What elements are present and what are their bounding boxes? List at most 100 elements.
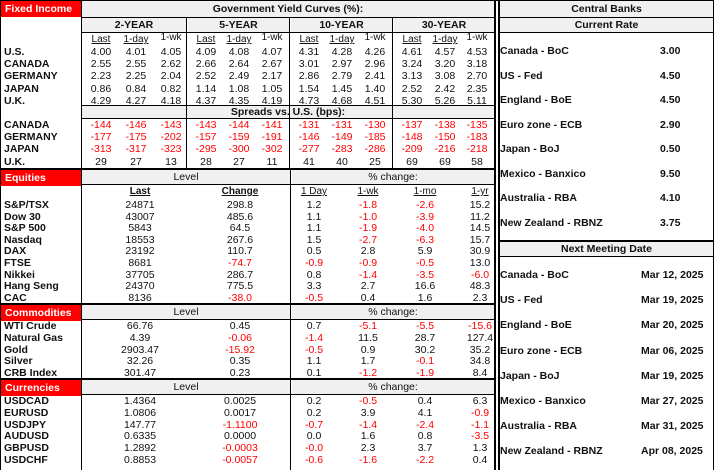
value-cell: -0.1	[415, 355, 435, 368]
yield-value: 4.19	[261, 94, 283, 107]
yield-value: 2.67	[261, 58, 283, 71]
meeting-date: Mar 27, 2025	[641, 395, 704, 407]
bank-name: New Zealand - RBNZ	[500, 216, 603, 229]
value-cell: 301.47	[123, 367, 157, 380]
spread-value: -183	[466, 131, 488, 144]
equities-pct-header: % change:	[292, 170, 494, 184]
value-cell: -0.0003	[222, 442, 258, 455]
row-label: Silver	[4, 355, 33, 368]
value-cell: 34.8	[469, 355, 491, 368]
yield-value: 5.26	[434, 94, 456, 107]
yield-value: 3.20	[434, 58, 456, 71]
value-cell: -0.5	[304, 343, 324, 356]
value-cell: -1.9	[415, 367, 435, 380]
row-label: DAX	[4, 245, 27, 258]
value-cell: 1.1	[306, 210, 322, 223]
column-header-1-day: 1-day	[226, 34, 252, 45]
yield-value: 2.55	[125, 58, 147, 71]
value-cell: 0.5	[306, 245, 322, 258]
row-label: GBPUSD	[4, 442, 49, 455]
yield-value: 2.64	[228, 58, 250, 71]
value-cell: -38.0	[228, 291, 252, 304]
value-cell: 24370	[125, 280, 155, 293]
yield-value: 4.08	[228, 46, 250, 58]
value-cell: 1.2	[306, 199, 322, 211]
yield-value: 2.35	[466, 82, 488, 95]
value-cell: 0.0017	[223, 406, 257, 419]
column-header-1-yr: 1-yr	[471, 186, 489, 197]
spread-value: -130	[364, 119, 386, 131]
bank-rate: 9.50	[660, 167, 681, 180]
bank-rate: 4.10	[660, 192, 681, 204]
spread-value: -295	[195, 143, 217, 156]
meeting-date: Apr 08, 2025	[641, 445, 703, 458]
yield-value: 2.97	[331, 58, 353, 71]
yield-value: 4.00	[90, 46, 112, 58]
value-cell: -74.7	[228, 257, 252, 269]
value-cell: -1.8	[358, 199, 378, 211]
yield-value: 3.24	[401, 58, 423, 71]
yield-value: 2.52	[195, 70, 217, 83]
row-label: Hang Seng	[4, 280, 59, 293]
currencies-level-header: Level	[82, 380, 290, 394]
yield-value: 4.29	[90, 94, 112, 107]
yield-value: 1.45	[331, 82, 353, 95]
spread-value: -131	[331, 119, 353, 131]
value-cell: 1.1	[306, 222, 322, 235]
value-cell: 0.8853	[123, 454, 157, 466]
spread-value: 11	[266, 155, 278, 168]
column-header-1-day: 1 Day	[300, 186, 328, 197]
spread-value: -177	[90, 131, 112, 144]
value-cell: 2.3	[360, 442, 376, 455]
value-cell: 1.7	[360, 355, 376, 368]
meeting-date: Mar 20, 2025	[641, 319, 704, 332]
row-label: Dow 30	[4, 210, 41, 223]
yield-value: 4.28	[331, 46, 353, 58]
spread-value: 41	[303, 155, 315, 168]
bank-rate: 4.50	[660, 69, 681, 82]
yield-value: 4.68	[331, 94, 353, 107]
fixed-income-label: Fixed Income	[1, 1, 81, 17]
spread-value: 29	[95, 155, 107, 168]
yield-value: 3.01	[298, 58, 320, 71]
spread-value: 25	[369, 155, 381, 168]
value-cell: 2903.47	[121, 343, 159, 356]
yield-value: 0.84	[125, 82, 147, 95]
bank-name: Japan - BoJ	[500, 369, 560, 382]
value-cell: -2.7	[358, 233, 378, 246]
value-cell: 298.8	[226, 199, 254, 211]
value-cell: -3.9	[415, 210, 435, 223]
yield-value: 4.18	[160, 94, 182, 107]
value-cell: -0.5	[415, 257, 435, 269]
spread-value: -150	[434, 131, 456, 144]
value-cell: 15.7	[469, 233, 491, 246]
spread-value: -138	[434, 119, 456, 131]
meeting-date: Mar 19, 2025	[641, 369, 704, 382]
value-cell: -1.0	[358, 210, 378, 223]
value-cell: -0.9	[358, 257, 378, 269]
bank-name: England - BoE	[500, 94, 572, 106]
spread-value: -146	[298, 131, 320, 144]
yield-value: 4.09	[195, 46, 217, 58]
value-cell: 0.35	[229, 355, 251, 368]
value-cell: 8136	[128, 291, 152, 304]
value-cell: 1.6	[417, 291, 433, 304]
yield-value: 2.96	[364, 58, 386, 71]
spread-value: 69	[406, 155, 418, 168]
yield-value: 4.37	[195, 94, 217, 107]
value-cell: -2.6	[415, 199, 435, 211]
value-cell: -15.6	[468, 320, 492, 332]
value-cell: 6.3	[472, 395, 488, 407]
equities-level-header: Level	[82, 170, 290, 184]
bank-name: Euro zone - ECB	[500, 344, 583, 357]
spread-value: -323	[160, 143, 182, 156]
yield-value: 2.70	[466, 70, 488, 83]
spread-value: 27	[233, 155, 245, 168]
spread-value: -141	[261, 119, 283, 131]
value-cell: -0.6	[304, 454, 324, 466]
spread-value: -157	[195, 131, 217, 144]
value-cell: 30.2	[414, 343, 436, 356]
row-label: Nasdaq	[4, 233, 42, 246]
spread-value: -137	[401, 119, 423, 131]
value-cell: 13.0	[469, 257, 491, 269]
